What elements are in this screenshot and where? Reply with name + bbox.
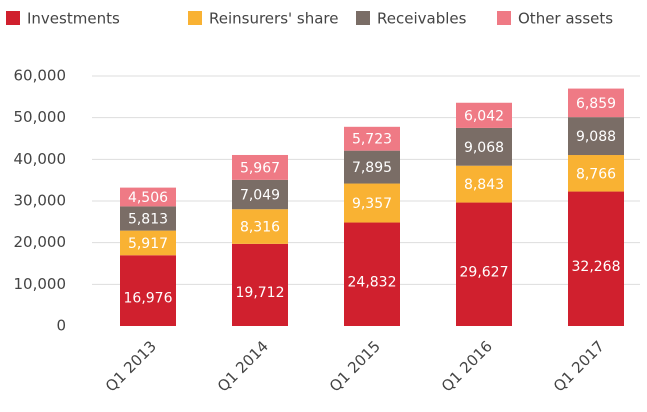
bar-segment [232,243,288,326]
value-label: 6,859 [576,96,616,112]
x-tick-label: Q1 2017 [550,337,608,395]
x-tick-label: Q1 2014 [214,337,272,395]
value-label: 7,895 [352,160,392,176]
value-label: 9,068 [464,140,504,156]
legend-swatch [356,11,370,25]
legend-label: Receivables [377,10,467,28]
value-label: 29,627 [460,264,509,280]
x-tick-label: Q1 2013 [102,337,160,395]
bar-segment [344,183,400,223]
bar-segment [120,187,176,207]
bar-segment [568,191,624,326]
bar-segment [232,154,288,180]
bar-segment [568,155,624,192]
bar-segment [232,179,288,210]
value-label: 5,967 [240,160,280,176]
bar-segment [344,150,400,184]
legend-label: Reinsurers' share [209,10,339,28]
bar-segment [456,165,512,203]
value-label: 8,766 [576,166,616,182]
value-label: 9,357 [352,196,392,212]
legend-label: Investments [27,10,120,28]
y-tick-label: 10,000 [14,275,67,293]
y-tick-label: 40,000 [14,150,67,168]
legend-label: Other assets [518,10,613,28]
bar-segment [568,88,624,118]
value-label: 6,042 [464,108,504,124]
y-tick-label: 0 [56,317,66,335]
y-tick-label: 30,000 [14,192,67,210]
legend-swatch [497,11,511,25]
value-label: 5,813 [128,212,168,228]
bar-segment [568,117,624,156]
value-label: 8,843 [464,177,504,193]
bar-segment [232,209,288,244]
y-tick-label: 60,000 [14,67,67,85]
y-tick-label: 50,000 [14,108,67,126]
y-tick-label: 20,000 [14,233,67,251]
value-label: 4,506 [128,190,168,206]
value-label: 9,088 [576,129,616,145]
bar-segment [456,102,512,128]
x-tick-label: Q1 2015 [326,337,384,395]
value-label: 5,917 [128,236,168,252]
bar-segment [120,206,176,231]
bar-segment [120,230,176,256]
value-label: 7,049 [240,188,280,204]
bar-segment [344,126,400,151]
value-label: 24,832 [348,274,397,290]
value-label: 32,268 [572,259,621,275]
bar-segment [120,255,176,326]
value-label: 8,316 [240,220,280,236]
bar-segment [344,222,400,326]
bar-segment [456,127,512,166]
value-label: 19,712 [236,285,285,301]
x-tick-label: Q1 2016 [438,337,496,395]
legend-swatch [6,11,20,25]
bar-segment [456,202,512,326]
legend-swatch [188,11,202,25]
value-label: 5,723 [352,132,392,148]
value-label: 16,976 [124,291,173,307]
